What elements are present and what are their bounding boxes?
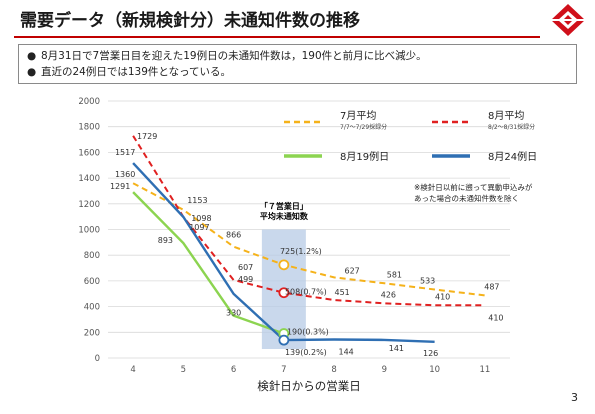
summary-bullet: ● 8月31日で7営業日目を迎えた19例日の未通知件数は，190件と前月に比べ減少… (27, 50, 427, 62)
x-tick-label: 9 (382, 365, 387, 375)
data-label: 1729 (137, 132, 157, 141)
data-label: 1291 (110, 182, 130, 191)
y-tick-label: 2000 (78, 97, 100, 107)
data-label: 451 (334, 288, 349, 297)
x-tick-label: 7 (281, 365, 286, 375)
x-tick-label: 5 (181, 365, 186, 375)
data-label: 627 (344, 266, 359, 275)
data-point-marker (278, 287, 290, 299)
y-tick-label: 600 (84, 277, 100, 287)
highlight-subtitle: 平均未通知数 (260, 211, 309, 221)
data-label: 144 (338, 347, 353, 356)
data-label: 410 (488, 313, 503, 322)
y-tick-label: 800 (84, 251, 100, 261)
data-label: 1360 (115, 170, 135, 179)
x-axis-title: 検針日からの営業日 (257, 379, 361, 393)
data-label: 499 (238, 275, 253, 284)
data-label: 1098 (191, 214, 211, 223)
data-point-marker (278, 259, 290, 271)
data-label: 487 (484, 282, 499, 291)
data-label: 190(0.3%) (287, 328, 329, 337)
legend-sublabel: 7/7〜7/29採録分 (340, 123, 387, 131)
x-tick-label: 6 (231, 365, 236, 375)
y-tick-label: 400 (84, 303, 100, 313)
data-label: 126 (423, 349, 438, 358)
x-tick-label: 4 (130, 365, 135, 375)
x-tick-label: 11 (479, 365, 490, 375)
y-tick-label: 1600 (78, 148, 100, 158)
x-tick-label: 8 (331, 365, 336, 375)
data-label: 139(0.2%) (285, 348, 327, 357)
data-label: 410 (435, 292, 450, 301)
series-line (132, 191, 285, 335)
chart-note: ※検針日以前に遡って異動申込みが (414, 182, 533, 192)
red-diamond-logo-icon (551, 4, 585, 36)
data-label: 508(0.7%) (285, 288, 327, 297)
title-underline (14, 36, 540, 38)
data-label: 330 (226, 309, 241, 318)
summary-box: ● 8月31日で7営業日目を迎えた19例日の未通知件数は，190件と前月に比べ減少… (18, 44, 577, 84)
legend-sublabel: 8/2〜8/31採録分 (488, 123, 535, 131)
bullet-dot-icon: ● (27, 50, 37, 62)
y-tick-label: 200 (84, 328, 100, 338)
bullet-dot-icon: ● (27, 66, 37, 78)
data-label: 533 (420, 277, 435, 286)
legend-label: 8月平均 (488, 110, 524, 122)
data-label: 1153 (187, 196, 207, 205)
legend-label: 8月24例日 (488, 150, 537, 163)
data-label: 607 (238, 263, 253, 272)
legend-label: 7月平均 (340, 110, 376, 122)
y-tick-label: 1800 (78, 123, 100, 133)
data-point-marker (278, 334, 290, 346)
y-tick-label: 1400 (78, 174, 100, 184)
highlight-title: 「７営業日」 (260, 201, 308, 211)
y-tick-label: 1200 (78, 200, 100, 210)
data-label: 1097 (189, 223, 209, 232)
series-line (132, 135, 485, 307)
data-label: 141 (389, 344, 404, 353)
data-label: 893 (158, 236, 173, 245)
data-label: 866 (226, 231, 241, 240)
data-label: 581 (387, 270, 402, 279)
data-label: 725(1.2%) (280, 247, 322, 256)
x-tick-label: 10 (429, 365, 440, 375)
summary-bullet: ● 直近の24例日では139件となっている。 (27, 66, 232, 78)
y-tick-label: 1000 (78, 226, 100, 236)
page-number: 3 (571, 391, 578, 404)
data-label: 1517 (115, 148, 135, 157)
y-tick-label: 0 (95, 354, 100, 364)
data-label: 426 (381, 290, 396, 299)
page-title: 需要データ（新規検針分）未通知件数の推移 (20, 11, 360, 31)
chart-note: あった場合の未通知件数を除く (414, 193, 519, 203)
legend-label: 8月19例日 (340, 150, 389, 163)
